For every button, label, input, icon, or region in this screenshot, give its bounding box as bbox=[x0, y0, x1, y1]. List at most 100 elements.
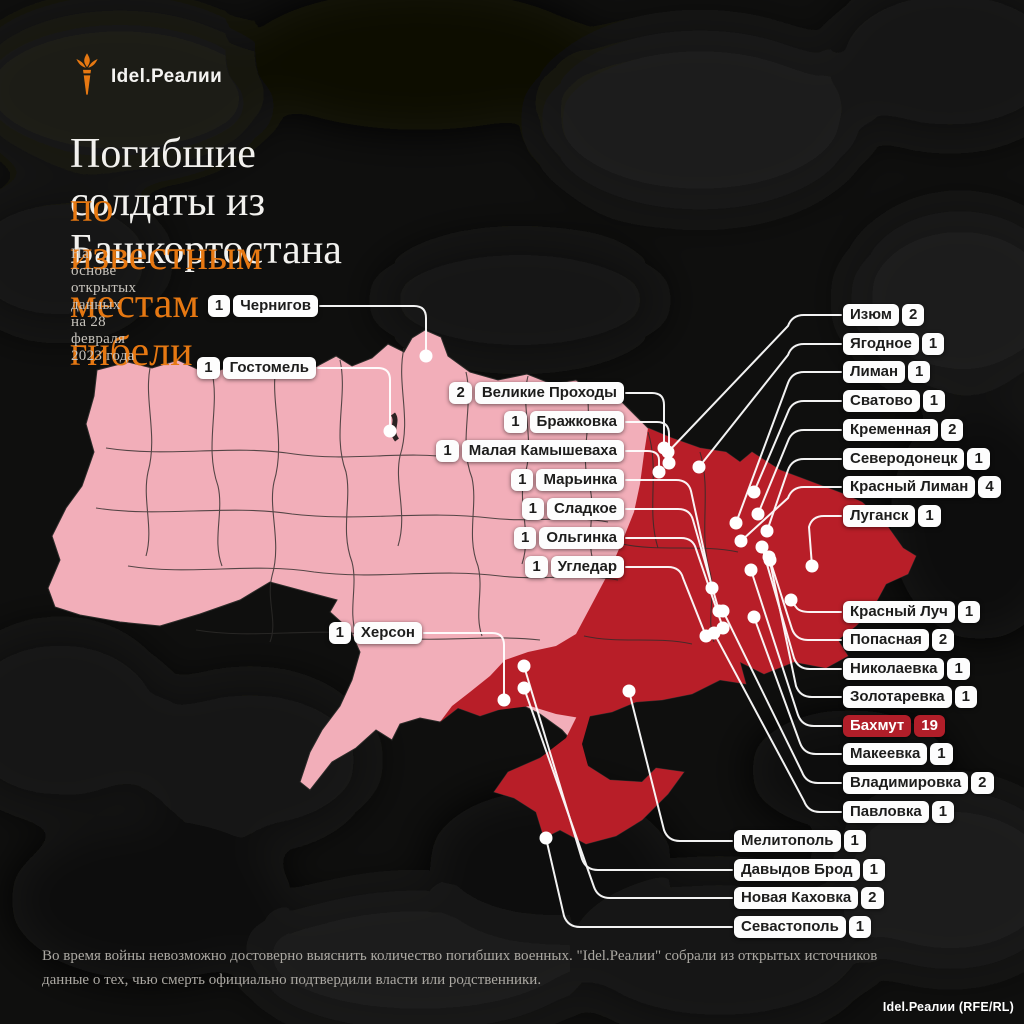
location-dot bbox=[662, 456, 676, 470]
location-dot bbox=[692, 460, 706, 474]
label-name: Великие Проходы bbox=[474, 382, 624, 404]
page-title-line2: по известным местам гибели bbox=[70, 185, 263, 375]
label-name: Золотаревка bbox=[843, 686, 952, 708]
label-name: Сватово bbox=[843, 390, 920, 412]
label-count: 1 bbox=[521, 498, 544, 520]
location-dot bbox=[747, 610, 761, 624]
label-count: 1 bbox=[328, 622, 351, 644]
map-label: Мелитополь 1 bbox=[734, 830, 866, 852]
label-name: Луганск bbox=[843, 505, 916, 527]
label-count: 1 bbox=[947, 658, 970, 680]
footer-line2: данные о тех, чью смерть официально подт… bbox=[42, 972, 542, 988]
label-count: 1 bbox=[843, 830, 866, 852]
map-label: 1 Бражковка bbox=[504, 411, 624, 433]
label-name: Угледар bbox=[550, 556, 624, 578]
location-dot bbox=[734, 534, 748, 548]
label-count: 1 bbox=[954, 686, 977, 708]
label-count: 1 bbox=[197, 357, 220, 379]
location-dot bbox=[707, 626, 721, 640]
label-name: Павловка bbox=[843, 801, 929, 823]
location-dot bbox=[705, 581, 719, 595]
label-count: 1 bbox=[930, 743, 953, 765]
location-dot bbox=[762, 550, 776, 564]
footer-line1: Во время войны невозможно достоверно выя… bbox=[42, 948, 878, 964]
label-count: 1 bbox=[848, 916, 872, 938]
label-count: 19 bbox=[914, 715, 945, 737]
map-label: Изюм 2 bbox=[843, 304, 925, 326]
location-dot bbox=[622, 684, 636, 698]
map-label: Сватово 1 bbox=[843, 390, 946, 412]
label-name: Чернигов bbox=[233, 295, 318, 317]
map-label: 1 Херсон bbox=[328, 622, 422, 644]
label-count: 2 bbox=[931, 629, 955, 651]
map-label: Попасная 2 bbox=[843, 629, 955, 651]
label-count: 2 bbox=[971, 772, 994, 794]
map-label: 1 Ольгинка bbox=[514, 527, 624, 549]
map-label: 1 Гостомель bbox=[197, 357, 316, 379]
footer-note: Во время войны невозможно достоверно выя… bbox=[42, 944, 992, 992]
label-count: 4 bbox=[978, 476, 1001, 498]
location-dot bbox=[729, 516, 743, 530]
label-name: Сладкое bbox=[546, 498, 624, 520]
map-label: Давыдов Брод 1 bbox=[734, 859, 885, 881]
page-subtitle: На основе открытых данных на 28 февраля … bbox=[71, 246, 137, 364]
label-name: Мелитополь bbox=[734, 830, 841, 852]
map-label: Луганск 1 bbox=[843, 505, 941, 527]
map-label: Красный Лиман 4 bbox=[843, 476, 1001, 498]
location-dot bbox=[751, 507, 765, 521]
label-name: Владимировка bbox=[843, 772, 969, 794]
label-count: 1 bbox=[931, 801, 955, 823]
map-label: Новая Каховка 2 bbox=[734, 887, 884, 909]
label-name: Бахмут bbox=[843, 715, 912, 737]
location-dot bbox=[497, 693, 511, 707]
label-count: 1 bbox=[922, 390, 946, 412]
map-label: 1 Сладкое bbox=[521, 498, 624, 520]
label-count: 2 bbox=[901, 304, 925, 326]
location-dot bbox=[517, 681, 531, 695]
label-count: 1 bbox=[918, 505, 941, 527]
location-dot bbox=[716, 604, 730, 618]
location-dot bbox=[755, 540, 769, 554]
label-count: 1 bbox=[908, 361, 931, 383]
label-name: Бражковка bbox=[529, 411, 624, 433]
label-count: 1 bbox=[967, 448, 990, 470]
label-count: 2 bbox=[449, 382, 472, 404]
label-name: Давыдов Брод bbox=[734, 859, 860, 881]
location-dot bbox=[419, 349, 433, 363]
label-name: Лиман bbox=[843, 361, 906, 383]
map-label: Макеевка 1 bbox=[843, 743, 953, 765]
location-dot bbox=[652, 465, 666, 479]
label-count: 1 bbox=[207, 295, 231, 317]
label-name: Севастополь bbox=[734, 916, 846, 938]
location-dot bbox=[784, 593, 798, 607]
map-label: 1 Малая Камышеваха bbox=[436, 440, 624, 462]
map-label: Северодонецк 1 bbox=[843, 448, 990, 470]
label-name: Марьинка bbox=[536, 469, 624, 491]
map-label: 1 Угледар bbox=[525, 556, 624, 578]
label-name: Малая Камышеваха bbox=[461, 440, 624, 462]
location-dot bbox=[744, 563, 758, 577]
map-label: Красный Луч 1 bbox=[843, 601, 981, 623]
brand-logo-text: Idel.Реалии bbox=[111, 65, 223, 87]
label-name: Николаевка bbox=[843, 658, 945, 680]
location-dot bbox=[747, 485, 761, 499]
map-label: Николаевка 1 bbox=[843, 658, 970, 680]
map-label: Золотаревка 1 bbox=[843, 686, 977, 708]
location-dot bbox=[760, 524, 774, 538]
credit-text: Idel.Реалии (RFE/RL) bbox=[882, 1000, 1014, 1014]
label-count: 2 bbox=[941, 419, 964, 441]
map-label: Кременная 2 bbox=[843, 419, 964, 441]
label-name: Кременная bbox=[843, 419, 939, 441]
location-dot bbox=[517, 659, 531, 673]
label-name: Красный Лиман bbox=[843, 476, 976, 498]
map-label: Лиман 1 bbox=[843, 361, 931, 383]
label-name: Ягодное bbox=[843, 333, 919, 355]
leader-lines bbox=[317, 305, 842, 928]
crimea-area bbox=[494, 714, 684, 844]
location-dot bbox=[805, 559, 819, 573]
torch-icon bbox=[72, 52, 102, 101]
label-name: Северодонецк bbox=[843, 448, 965, 470]
